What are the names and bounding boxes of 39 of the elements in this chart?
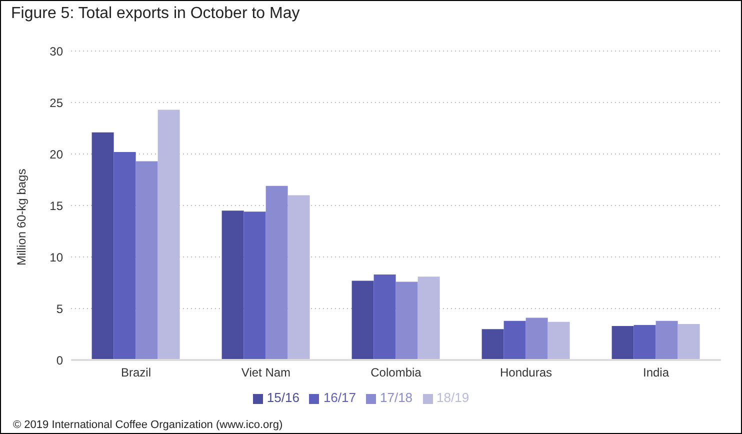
bar xyxy=(352,280,374,360)
bar xyxy=(288,195,310,360)
bar xyxy=(504,320,526,360)
bar xyxy=(396,282,418,360)
bar xyxy=(374,274,396,360)
legend-label: 15/16 xyxy=(266,390,300,405)
bar xyxy=(656,320,678,360)
bar xyxy=(136,161,158,360)
legend-label: 16/17 xyxy=(323,390,356,405)
bar xyxy=(114,152,136,360)
x-tick-label: India xyxy=(642,366,670,380)
bar xyxy=(418,276,440,360)
y-tick-label: 0 xyxy=(56,353,64,368)
bar xyxy=(526,318,548,360)
bar xyxy=(92,132,114,360)
x-tick-label: Honduras xyxy=(500,366,552,380)
bar xyxy=(222,210,244,360)
x-tick-label: Brazil xyxy=(120,366,152,380)
bar xyxy=(634,324,656,360)
legend-label: 18/19 xyxy=(436,390,470,405)
x-tick-label: Viet Nam xyxy=(241,366,291,380)
y-tick-label: 20 xyxy=(50,147,64,162)
y-axis-title: Million 60-kg bags xyxy=(14,168,28,266)
bar xyxy=(612,326,634,360)
text: © 2019 International Coffee Organization (www.ico.org) xyxy=(13,419,283,431)
bar xyxy=(482,329,504,360)
y-tick-label: 15 xyxy=(50,198,64,213)
chart-title: Figure 5: Total exports in October to May xyxy=(11,5,300,23)
bar xyxy=(244,212,266,360)
bar xyxy=(158,110,180,360)
bar xyxy=(678,324,700,360)
y-tick-label: 30 xyxy=(50,44,64,58)
y-tick-label: 25 xyxy=(50,96,64,110)
legend-label: 17/18 xyxy=(380,390,413,405)
bar xyxy=(548,322,570,360)
y-tick-label: 5 xyxy=(56,302,64,316)
bar xyxy=(266,186,288,360)
y-tick-label: 10 xyxy=(50,250,64,264)
x-tick-label: Colombia xyxy=(370,366,422,380)
